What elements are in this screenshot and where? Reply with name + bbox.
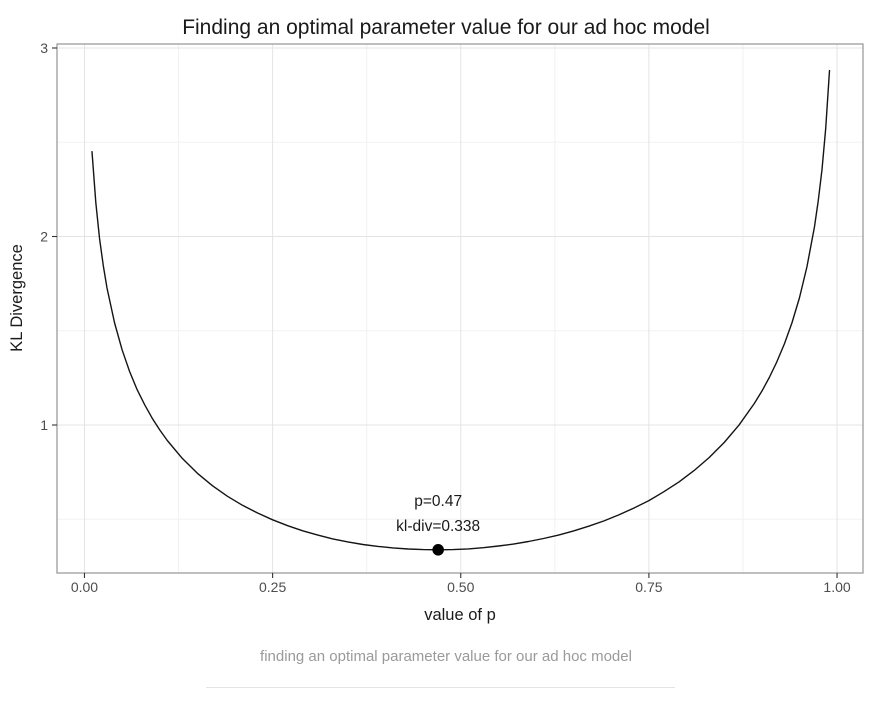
chart-title: Finding an optimal parameter value for o…	[182, 16, 710, 39]
x-tick-label: 0.50	[447, 579, 474, 595]
x-tick-label: 0.00	[71, 579, 98, 595]
y-axis-ticks: 1 2 3	[40, 40, 57, 433]
x-tick-label: 0.75	[635, 579, 662, 595]
caption-divider	[206, 687, 675, 688]
x-axis-ticks: 0.00 0.25 0.50 0.75 1.00	[71, 573, 851, 595]
panel-border	[56, 43, 864, 574]
gridlines-minor	[57, 44, 863, 573]
optimal-point	[432, 543, 444, 556]
x-axis-label: value of p	[424, 606, 496, 624]
gridlines-major	[57, 44, 863, 573]
kl-curve	[91, 69, 831, 551]
annotation-kl-value: kl-div=0.338	[396, 518, 480, 535]
y-tick-label: 2	[40, 229, 48, 245]
y-tick-label: 3	[40, 40, 48, 56]
annotation-p-value: p=0.47	[414, 493, 462, 510]
x-tick-label: 0.25	[259, 579, 286, 595]
y-axis-label: KL Divergence	[8, 244, 26, 352]
panel-background	[57, 44, 863, 573]
y-tick-label: 1	[40, 417, 48, 433]
kl-divergence-chart: Finding an optimal parameter value for o…	[8, 16, 864, 624]
figure-caption: finding an optimal parameter value for o…	[260, 648, 632, 665]
x-tick-label: 1.00	[823, 579, 850, 595]
